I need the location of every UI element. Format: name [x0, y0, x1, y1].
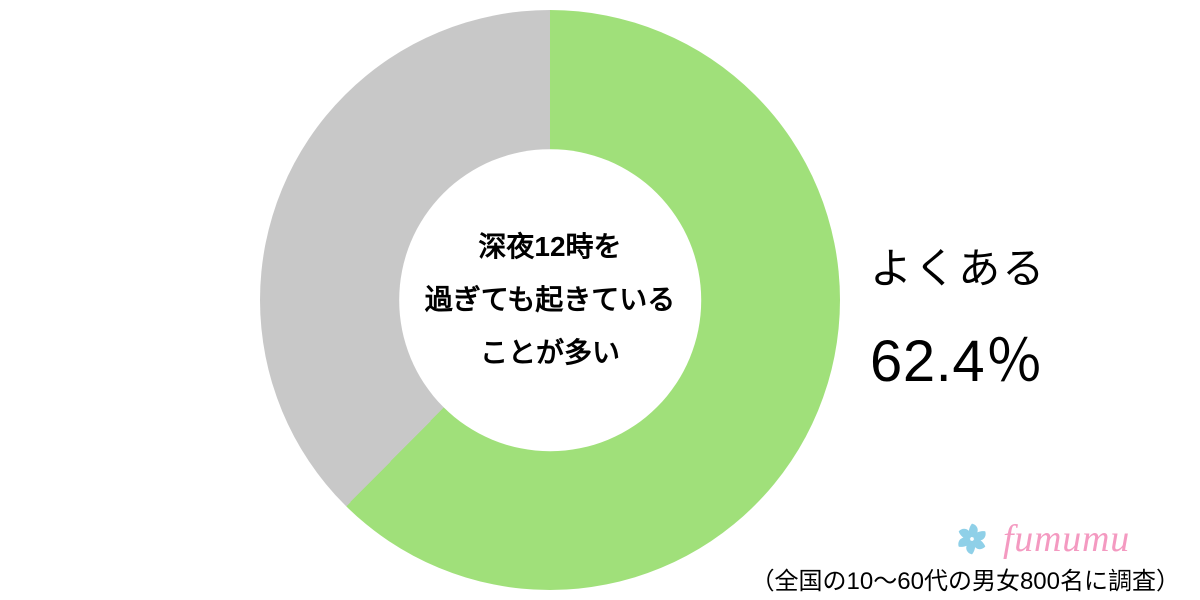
highlight-block: よくある 62.4％: [870, 235, 1046, 398]
highlight-label: よくある: [870, 235, 1046, 296]
highlight-value: 62.4％: [870, 314, 1046, 398]
donut-hole: 深夜12時を 過ぎても起きている ことが多い: [399, 149, 701, 451]
chart-center-text: 深夜12時を 過ぎても起きている ことが多い: [425, 220, 676, 380]
survey-footnote: （全国の10〜60代の男女800名に調査）: [751, 561, 1180, 596]
brand-name: fumumu: [1003, 517, 1130, 561]
flower-icon: [949, 516, 995, 562]
brand-logo: fumumu: [949, 516, 1130, 562]
donut-chart: 深夜12時を 過ぎても起きている ことが多い: [260, 10, 840, 590]
